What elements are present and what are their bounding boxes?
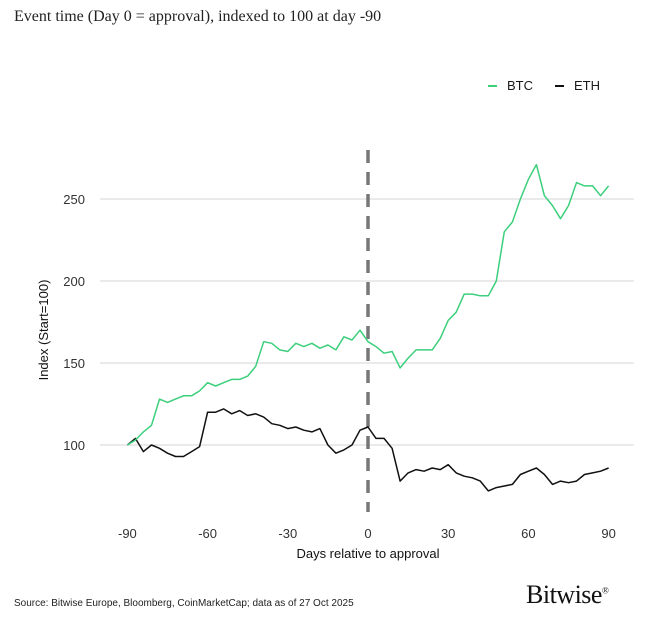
x-tick-label: -60	[198, 526, 217, 541]
y-tick-label: 250	[63, 192, 85, 207]
series-line-btc	[127, 163, 610, 446]
y-tick-label: 100	[63, 438, 85, 453]
y-axis-label: Index (Start=100)	[36, 280, 51, 381]
legend-swatch-btc	[488, 84, 497, 87]
x-axis-label: Days relative to approval	[296, 546, 439, 561]
y-tick-label: 200	[63, 274, 85, 289]
x-tick-label: -30	[278, 526, 297, 541]
x-tick-label: 60	[521, 526, 535, 541]
legend-label-eth: ETH	[574, 78, 600, 93]
legend-swatch-eth	[555, 84, 564, 87]
x-tick-label: 30	[441, 526, 455, 541]
x-tick-label: 0	[364, 526, 371, 541]
legend: BTC ETH	[488, 78, 600, 93]
legend-label-btc: BTC	[507, 78, 533, 93]
x-tick-label: 90	[601, 526, 615, 541]
series-line-eth	[126, 408, 609, 492]
bitwise-logo: Bitwise®	[526, 580, 609, 609]
y-tick-label: 150	[63, 356, 85, 371]
legend-item-eth: ETH	[555, 78, 600, 93]
x-tick-label: -90	[118, 526, 137, 541]
chart-title: Event time (Day 0 = approval), indexed t…	[14, 8, 382, 25]
logo-text: Bitwise	[526, 580, 602, 609]
source-note: Source: Bitwise Europe, Bloomberg, CoinM…	[14, 598, 354, 609]
legend-item-btc: BTC	[488, 78, 533, 93]
